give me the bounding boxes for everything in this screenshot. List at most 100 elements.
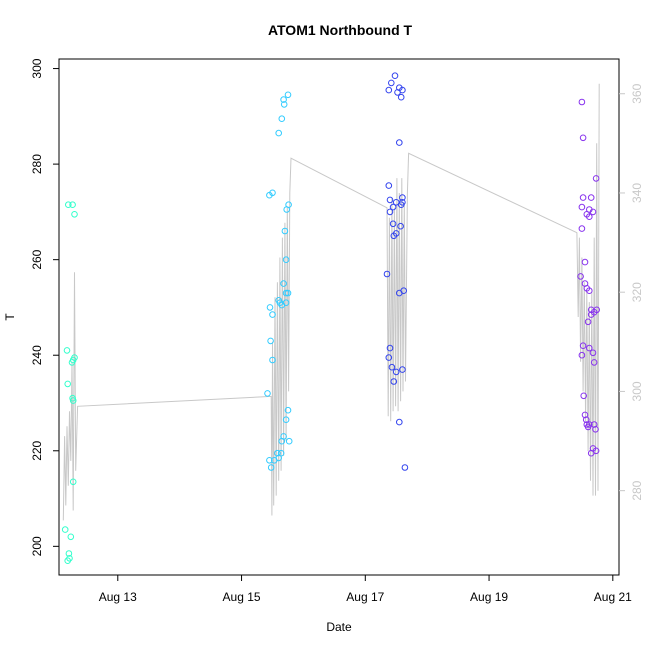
y2-tick-label: 300: [630, 381, 644, 401]
data-point-series-3: [389, 220, 397, 228]
data-point-series-2: [267, 337, 274, 345]
data-point-series-2: [280, 101, 288, 108]
data-point-series-1: [68, 359, 76, 366]
secondary-series-group: [62, 83, 600, 521]
data-point-series-2: [282, 299, 290, 307]
data-point-series-4: [593, 306, 601, 314]
data-point-series-2: [267, 464, 275, 471]
y-tick-label: 220: [30, 440, 44, 460]
y-tick-label: 260: [30, 249, 44, 269]
y2-tick-label: 320: [630, 282, 644, 302]
x-tick-label: Aug 19: [470, 590, 508, 604]
data-point-series-1: [67, 533, 75, 541]
y2-tick-label: 340: [630, 183, 644, 203]
data-point-series-1: [64, 380, 71, 388]
data-point-series-2: [266, 191, 273, 199]
data-point-series-3: [390, 378, 398, 385]
data-point-series-4: [589, 208, 597, 216]
data-point-series-3: [392, 368, 400, 376]
data-point-series-4: [586, 287, 593, 295]
y-tick-label: 200: [30, 536, 44, 556]
data-point-series-1: [69, 201, 76, 208]
data-point-series-3: [399, 199, 406, 206]
data-point-series-2: [285, 437, 293, 445]
data-point-series-1: [61, 526, 69, 533]
x-axis-label: Date: [326, 620, 352, 634]
data-point-series-4: [578, 98, 586, 106]
data-point-series-2: [282, 256, 290, 264]
data-point-series-1: [69, 478, 77, 486]
data-point-series-3: [386, 196, 394, 204]
data-point-series-3: [397, 93, 405, 101]
data-point-series-4: [579, 134, 587, 142]
data-point-series-3: [385, 86, 393, 94]
secondary-series-line: [62, 83, 600, 521]
data-point-series-4: [583, 211, 591, 218]
data-point-series-2: [264, 390, 271, 397]
y-axis-right: 280 300 320 340 360: [619, 83, 644, 501]
data-point-series-4: [580, 392, 588, 400]
data-points-group: [61, 72, 601, 565]
data-point-series-4: [589, 349, 597, 357]
data-point-series-3: [385, 182, 393, 189]
data-point-series-3: [394, 89, 401, 96]
data-point-series-2: [274, 449, 281, 457]
data-point-series-2: [282, 416, 290, 424]
y-tick-label: 280: [30, 154, 44, 174]
y-axis-label: T: [3, 313, 17, 321]
data-point-series-3: [388, 363, 396, 371]
x-tick-label: Aug 21: [594, 590, 632, 604]
data-point-series-3: [396, 418, 403, 426]
data-point-series-3: [386, 208, 394, 216]
x-tick-label: Aug 13: [99, 590, 137, 604]
data-point-series-3: [390, 232, 398, 240]
data-point-series-3: [396, 289, 403, 297]
x-axis: Aug 13 Aug 15 Aug 17 Aug 19 Aug 21: [99, 575, 632, 604]
data-point-series-4: [578, 351, 586, 359]
y-axis-left: 200 220 240 260 280 300: [30, 58, 59, 556]
data-point-series-2: [280, 96, 287, 103]
data-point-series-2: [284, 91, 292, 99]
data-point-series-4: [578, 203, 586, 211]
data-point-series-1: [63, 347, 71, 354]
data-point-series-3: [401, 464, 409, 471]
data-point-series-3: [391, 72, 399, 79]
data-point-series-4: [581, 411, 589, 419]
data-point-series-4: [578, 225, 586, 232]
data-point-series-4: [584, 318, 592, 326]
data-point-series-3: [385, 354, 393, 361]
data-point-series-4: [592, 447, 600, 455]
data-point-series-3: [396, 139, 403, 146]
data-point-series-2: [281, 227, 289, 235]
data-point-series-4: [581, 258, 589, 266]
data-point-series-2: [278, 437, 286, 445]
data-point-series-4: [587, 194, 595, 201]
y2-tick-label: 280: [630, 480, 644, 500]
data-point-series-4: [579, 194, 587, 201]
data-point-series-2: [269, 311, 276, 318]
data-point-series-3: [399, 366, 406, 373]
data-point-series-2: [283, 206, 291, 213]
data-point-series-4: [592, 175, 600, 182]
data-point-series-4: [587, 311, 595, 318]
data-point-series-1: [64, 557, 71, 565]
data-point-series-4: [590, 421, 598, 428]
data-point-series-2: [271, 457, 278, 464]
data-point-series-3: [386, 344, 394, 352]
data-point-series-2: [275, 129, 283, 137]
y-tick-label: 300: [30, 58, 44, 78]
data-point-series-3: [388, 79, 395, 87]
data-point-series-4: [590, 359, 598, 366]
y-tick-label: 240: [30, 345, 44, 365]
data-point-series-4: [582, 416, 590, 424]
data-point-series-2: [282, 289, 290, 297]
y2-tick-label: 360: [630, 83, 644, 103]
data-point-series-3: [397, 222, 404, 230]
data-point-series-1: [65, 550, 73, 557]
data-point-series-4: [586, 344, 593, 352]
data-point-series-4: [579, 342, 587, 350]
chart-title: ATOM1 Northbound T: [268, 22, 413, 38]
x-tick-label: Aug 17: [346, 590, 384, 604]
data-point-series-1: [69, 397, 77, 404]
